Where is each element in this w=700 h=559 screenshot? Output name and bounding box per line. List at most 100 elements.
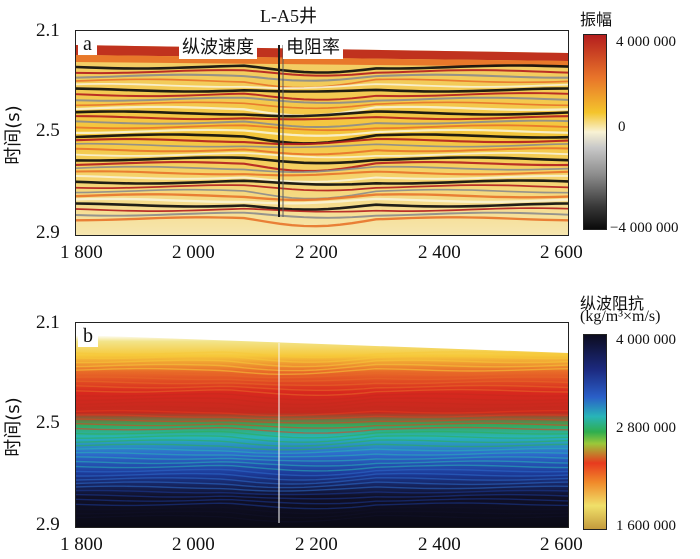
impedance-layer-line <box>76 435 568 443</box>
impedance-layer-line <box>76 464 568 472</box>
reflector-line <box>76 64 568 74</box>
reflector-line <box>76 165 568 173</box>
reflector-line <box>76 92 568 101</box>
reflector-line <box>76 184 568 192</box>
reflector-line <box>76 69 568 77</box>
y-axis-label-b: 时间(s) <box>3 397 24 457</box>
colorbar-a-tick-2: −4 000 000 <box>610 220 679 236</box>
colorbar-a-tick-1: 0 <box>618 119 626 135</box>
impedance-layer-line <box>76 460 568 467</box>
colorbar-b-tick-1: 2 800 000 <box>616 420 676 436</box>
colorbar-a-tick-0: 4 000 000 <box>616 34 676 50</box>
reflector-line <box>76 87 568 93</box>
impedance-layer-line <box>76 510 568 519</box>
seismic-amplitude-panel: a 纵波速度 电阻率 <box>75 30 569 236</box>
reflector-line <box>76 83 568 89</box>
reflector-line <box>76 216 568 228</box>
reflector-line <box>76 119 568 128</box>
reflector-line <box>76 73 568 82</box>
chart-title: L-A5井 <box>260 6 317 26</box>
impedance-layer-line <box>76 451 568 458</box>
colorbar-title-a: 振幅 <box>580 10 613 29</box>
reflector-line <box>76 174 568 183</box>
reflector-line <box>76 170 568 177</box>
y-tick-b-0: 2.1 <box>36 312 60 333</box>
impedance-layer-line <box>76 502 568 510</box>
impedance-layer-line <box>76 477 568 485</box>
impedance-layer-line <box>76 376 568 382</box>
impedance-layer-line <box>76 489 568 496</box>
colorbar-b-tick-2: 1 600 000 <box>616 518 676 534</box>
x-tick-a-3: 2 400 <box>418 242 461 263</box>
impedance-layer-line <box>76 456 568 462</box>
reflector-line <box>76 101 568 110</box>
x-tick-b-1: 2 000 <box>172 534 215 555</box>
amplitude-section-image <box>76 31 568 235</box>
reflector-line <box>76 115 568 121</box>
impedance-layer-line <box>76 418 568 424</box>
panel-letter-a: a <box>78 33 97 55</box>
impedance-layer-line <box>76 426 568 434</box>
x-tick-b-0: 1 800 <box>60 534 103 555</box>
impedance-layer-line <box>76 409 568 417</box>
reflector-line <box>76 147 568 156</box>
impedance-layer-line <box>76 401 568 410</box>
colorbar-b-tick-0: 4 000 000 <box>616 332 676 348</box>
reflector-line <box>76 207 568 213</box>
panel-letter-b: b <box>78 325 98 347</box>
impedance-layer-line <box>76 363 568 372</box>
impedance-layer-line <box>76 422 568 429</box>
impedance-layer-line <box>76 380 568 386</box>
reflector-line <box>76 152 568 159</box>
impedance-layer-line <box>76 388 568 397</box>
x-tick-a-0: 1 800 <box>60 242 103 263</box>
x-tick-b-4: 2 600 <box>540 534 583 555</box>
reflector-line <box>76 197 568 205</box>
reflector-line <box>76 138 568 146</box>
impedance-layer-line <box>76 384 568 391</box>
impedance-layer-line <box>76 506 568 515</box>
x-tick-b-2: 2 200 <box>295 534 338 555</box>
y-tick-b-2: 2.9 <box>36 514 60 535</box>
impedance-layer-line <box>76 405 568 413</box>
y-axis-label-a: 时间(s) <box>3 105 24 165</box>
colorbar-title-b-line2: (kg/m³×m/s) <box>580 308 661 325</box>
impedance-layer-line <box>76 372 568 379</box>
colorbar-amplitude <box>583 34 607 230</box>
impedance-layer-line <box>76 472 568 481</box>
reflector-line <box>76 179 568 186</box>
p-impedance-panel: b <box>75 322 569 528</box>
impedance-layer-line <box>76 351 568 359</box>
impedance-layer-line <box>76 468 568 477</box>
resistivity-curve-label: 电阻率 <box>283 37 343 59</box>
colorbar-title-b-line1: 纵波阻抗 <box>580 294 645 313</box>
reflector-line <box>76 110 568 118</box>
impedance-layer-line <box>76 481 568 489</box>
x-tick-b-3: 2 400 <box>418 534 461 555</box>
reflector-line <box>76 202 568 211</box>
impedance-layer-line <box>76 397 568 406</box>
reflector-line <box>76 96 568 104</box>
reflector-line <box>76 156 568 165</box>
reflector-line <box>76 128 568 137</box>
x-tick-a-2: 2 200 <box>295 242 338 263</box>
x-tick-a-4: 2 600 <box>540 242 583 263</box>
y-tick-a-1: 2.5 <box>36 120 60 141</box>
impedance-layer-line <box>76 493 568 500</box>
reflector-line <box>76 124 568 132</box>
y-tick-a-0: 2.1 <box>36 20 60 41</box>
impedance-layer-line <box>76 355 568 363</box>
reflector-line <box>76 193 568 202</box>
impedance-layer-line <box>76 498 568 505</box>
impedance-layer-line <box>76 367 568 376</box>
impedance-layer-line <box>76 485 568 492</box>
y-tick-b-1: 2.5 <box>36 412 60 433</box>
x-tick-a-1: 2 000 <box>172 242 215 263</box>
impedance-layer-line <box>76 430 568 439</box>
impedance-section-image <box>76 323 568 527</box>
impedance-layer-line <box>76 447 568 455</box>
reflector-line <box>76 142 568 149</box>
impedance-layer-line <box>76 393 568 401</box>
velocity-curve-label: 纵波速度 <box>179 37 257 59</box>
reflector-line <box>76 211 568 219</box>
